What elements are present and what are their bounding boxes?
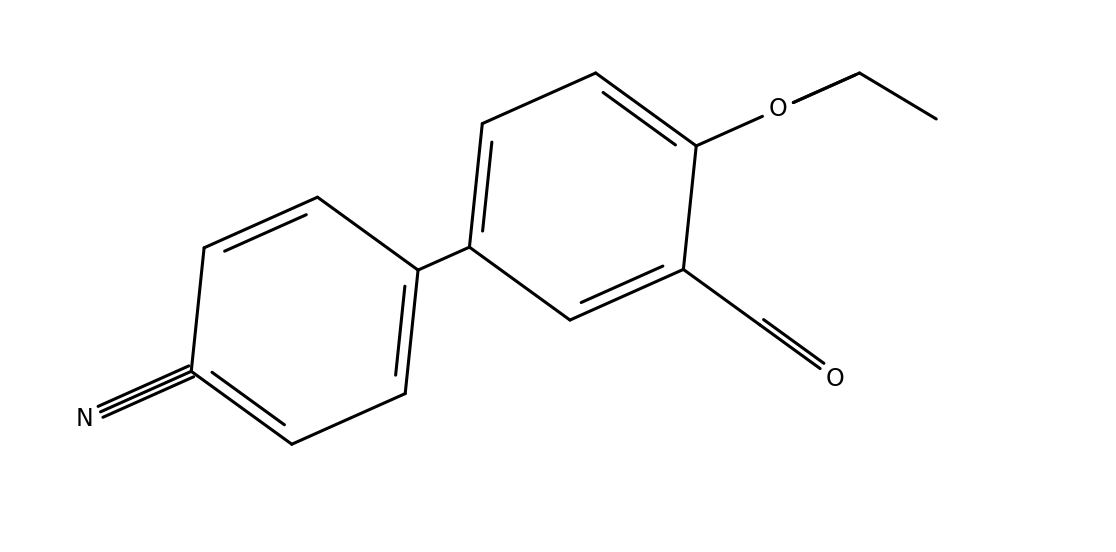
Text: O: O: [825, 367, 844, 391]
Text: N: N: [75, 407, 93, 431]
Text: O: O: [769, 98, 787, 121]
